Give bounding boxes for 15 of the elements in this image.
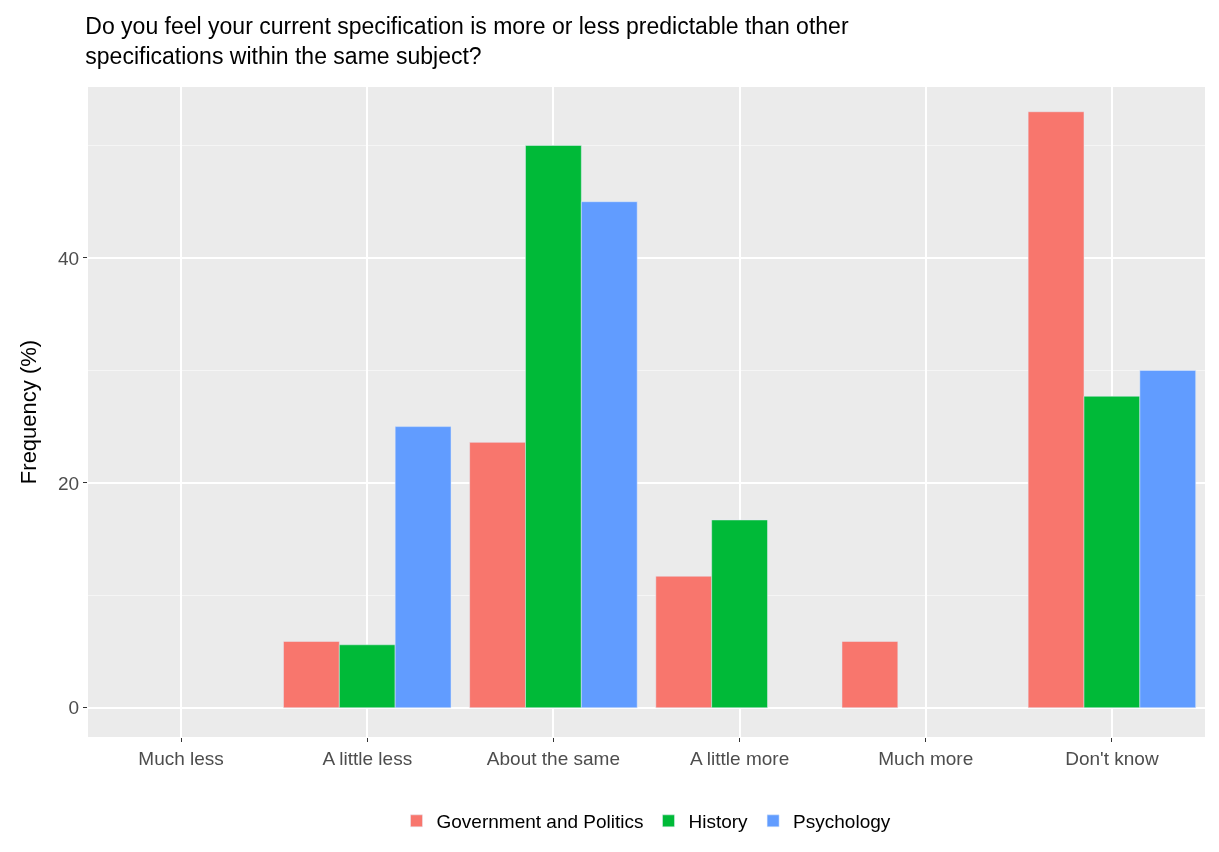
y-tick-label: 0 <box>68 697 80 719</box>
legend-label: Government and Politics <box>436 811 644 833</box>
x-tick-label: About the same <box>486 747 620 769</box>
x-tick-label: Don't know <box>1065 747 1159 769</box>
legend-label: Psychology <box>793 811 891 833</box>
bar <box>841 641 899 709</box>
x-tick-label: Much more <box>878 747 974 769</box>
x-tick-label: A little less <box>322 747 413 769</box>
chart-title: Do you feel your current specification is more or less predictable than other specifications within the same subject? <box>85 13 849 69</box>
x-tick-label: A little more <box>689 747 790 769</box>
y-tick-label: 20 <box>58 472 80 494</box>
y-axis-title: Frequency (%) <box>15 339 41 485</box>
legend-label: History <box>688 811 749 833</box>
y-tick-label: 40 <box>58 247 80 269</box>
x-tick-label: Much less <box>138 747 224 769</box>
